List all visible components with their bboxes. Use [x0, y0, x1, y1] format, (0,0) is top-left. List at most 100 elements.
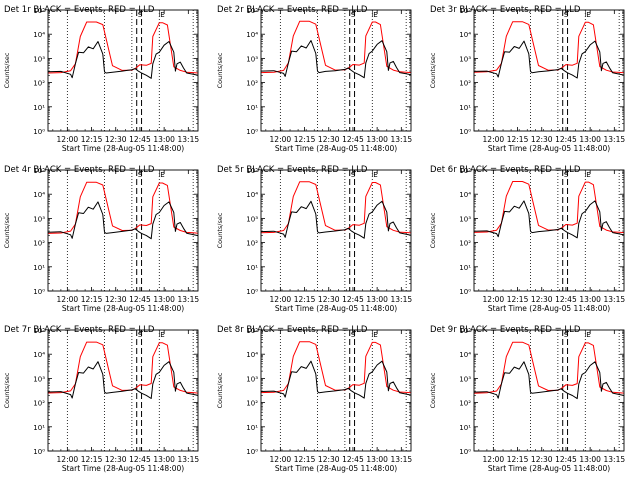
y-axis-label: Counts/sec	[429, 212, 437, 248]
x-tick-label: 12:00	[483, 455, 505, 464]
y-tick-label: 10¹	[459, 264, 471, 272]
y-tick-label: 10⁰	[459, 288, 471, 296]
y-tick-label: 10¹	[459, 424, 471, 432]
start-marker-label: S	[351, 11, 356, 19]
y-axis-label: Counts/sec	[429, 52, 437, 88]
x-tick-label: 13:00	[153, 135, 175, 144]
lld-series-line	[473, 181, 625, 234]
x-tick-label: 12:15	[507, 135, 529, 144]
start-marker-label: S	[138, 11, 143, 19]
y-tick-label: 10⁵	[246, 167, 258, 175]
detector-panel-1: Det 1r BLACK = Events, RED = LLDCounts/s…	[3, 5, 199, 153]
y-tick-label: 10²	[459, 240, 471, 248]
x-tick-label: 12:45	[342, 295, 364, 304]
y-tick-label: 10⁵	[459, 327, 471, 335]
x-tick-label: 12:30	[531, 135, 553, 144]
y-tick-label: 10²	[33, 400, 45, 408]
y-tick-label: 10⁵	[33, 327, 45, 335]
end-marker-label: E	[586, 331, 590, 339]
x-tick-label: 13:00	[579, 455, 601, 464]
x-tick-label: 12:30	[105, 455, 127, 464]
y-tick-label: 10³	[246, 215, 258, 223]
y-tick-label: 10³	[246, 375, 258, 383]
y-tick-label: 10²	[33, 80, 45, 88]
y-tick-label: 10⁵	[459, 7, 471, 15]
x-tick-label: 12:30	[318, 295, 340, 304]
events-series-line	[473, 200, 625, 239]
x-tick-label: 12:15	[81, 135, 103, 144]
lld-series-line	[47, 21, 199, 74]
x-tick-label: 12:00	[483, 135, 505, 144]
x-tick-label: 13:00	[153, 295, 175, 304]
x-tick-label: 12:00	[57, 135, 79, 144]
end-marker-label: E	[160, 171, 164, 179]
plot-frame	[260, 9, 412, 132]
y-tick-label: 10⁴	[33, 351, 45, 359]
x-tick-label: 12:30	[318, 135, 340, 144]
x-tick-label: 13:15	[178, 455, 200, 464]
y-tick-label: 10³	[246, 55, 258, 63]
events-series-line	[47, 361, 199, 399]
y-tick-label: 10⁵	[33, 167, 45, 175]
x-tick-label: 13:15	[391, 295, 413, 304]
x-tick-label: 12:00	[483, 295, 505, 304]
y-tick-label: 10⁰	[459, 128, 471, 136]
y-axis-label: Counts/sec	[3, 372, 11, 408]
y-axis-label: Counts/sec	[216, 52, 224, 88]
events-series-line	[473, 40, 625, 79]
x-tick-label: 12:00	[270, 295, 292, 304]
x-tick-label: 13:00	[366, 135, 388, 144]
x-tick-label: 12:15	[507, 455, 529, 464]
y-tick-label: 10⁰	[246, 448, 258, 456]
start-marker-label: S	[351, 331, 356, 339]
plot-frame	[47, 169, 199, 292]
plot-frame	[47, 9, 199, 132]
y-tick-label: 10⁵	[246, 327, 258, 335]
y-tick-label: 10⁰	[33, 128, 45, 136]
end-marker-label: E	[160, 11, 164, 19]
events-series-line	[473, 361, 625, 400]
x-tick-label: 13:00	[579, 135, 601, 144]
y-tick-label: 10⁴	[459, 31, 471, 39]
x-tick-label: 12:30	[531, 295, 553, 304]
start-marker-label: S	[564, 331, 569, 339]
lld-series-line	[260, 181, 412, 234]
detector-panel-3: Det 3r BLACK = Events, RED = LLDCounts/s…	[429, 5, 625, 153]
detector-panel-6: Det 6r BLACK = Events, RED = LLDCounts/s…	[429, 165, 625, 313]
detector-panel-8: Det 8r BLACK = Events, RED = LLDCounts/s…	[216, 325, 412, 473]
lld-series-line	[260, 341, 412, 394]
detector-panel-4: Det 4r BLACK = Events, RED = LLDCounts/s…	[3, 165, 199, 313]
x-tick-label: 12:15	[81, 295, 103, 304]
x-tick-label: 12:00	[57, 455, 79, 464]
events-series-line	[260, 40, 412, 79]
x-tick-label: 13:15	[391, 135, 413, 144]
y-tick-label: 10²	[246, 240, 258, 248]
y-tick-label: 10⁴	[246, 31, 258, 39]
y-tick-label: 10⁰	[246, 128, 258, 136]
x-axis-label: Start Time (28-Aug-05 11:48:00)	[62, 464, 184, 473]
y-tick-label: 10¹	[459, 104, 471, 112]
x-tick-label: 12:15	[294, 135, 316, 144]
y-tick-label: 10³	[33, 55, 45, 63]
y-tick-label: 10³	[33, 215, 45, 223]
x-tick-label: 13:00	[366, 295, 388, 304]
events-series-line	[47, 201, 199, 240]
plot-frame	[260, 329, 412, 452]
x-tick-label: 12:00	[270, 455, 292, 464]
y-tick-label: 10³	[459, 375, 471, 383]
events-series-line	[47, 41, 199, 79]
y-tick-label: 10⁰	[33, 288, 45, 296]
start-marker-label: S	[351, 171, 356, 179]
x-tick-label: 12:30	[318, 455, 340, 464]
y-tick-label: 10¹	[246, 104, 258, 112]
y-tick-label: 10⁴	[246, 191, 258, 199]
y-tick-label: 10¹	[246, 424, 258, 432]
x-tick-label: 13:00	[153, 455, 175, 464]
events-series-line	[260, 360, 412, 399]
x-tick-label: 12:45	[129, 135, 151, 144]
x-tick-label: 12:45	[555, 135, 577, 144]
x-axis-label: Start Time (28-Aug-05 11:48:00)	[488, 144, 610, 153]
x-tick-label: 13:00	[579, 295, 601, 304]
x-axis-label: Start Time (28-Aug-05 11:48:00)	[488, 304, 610, 313]
